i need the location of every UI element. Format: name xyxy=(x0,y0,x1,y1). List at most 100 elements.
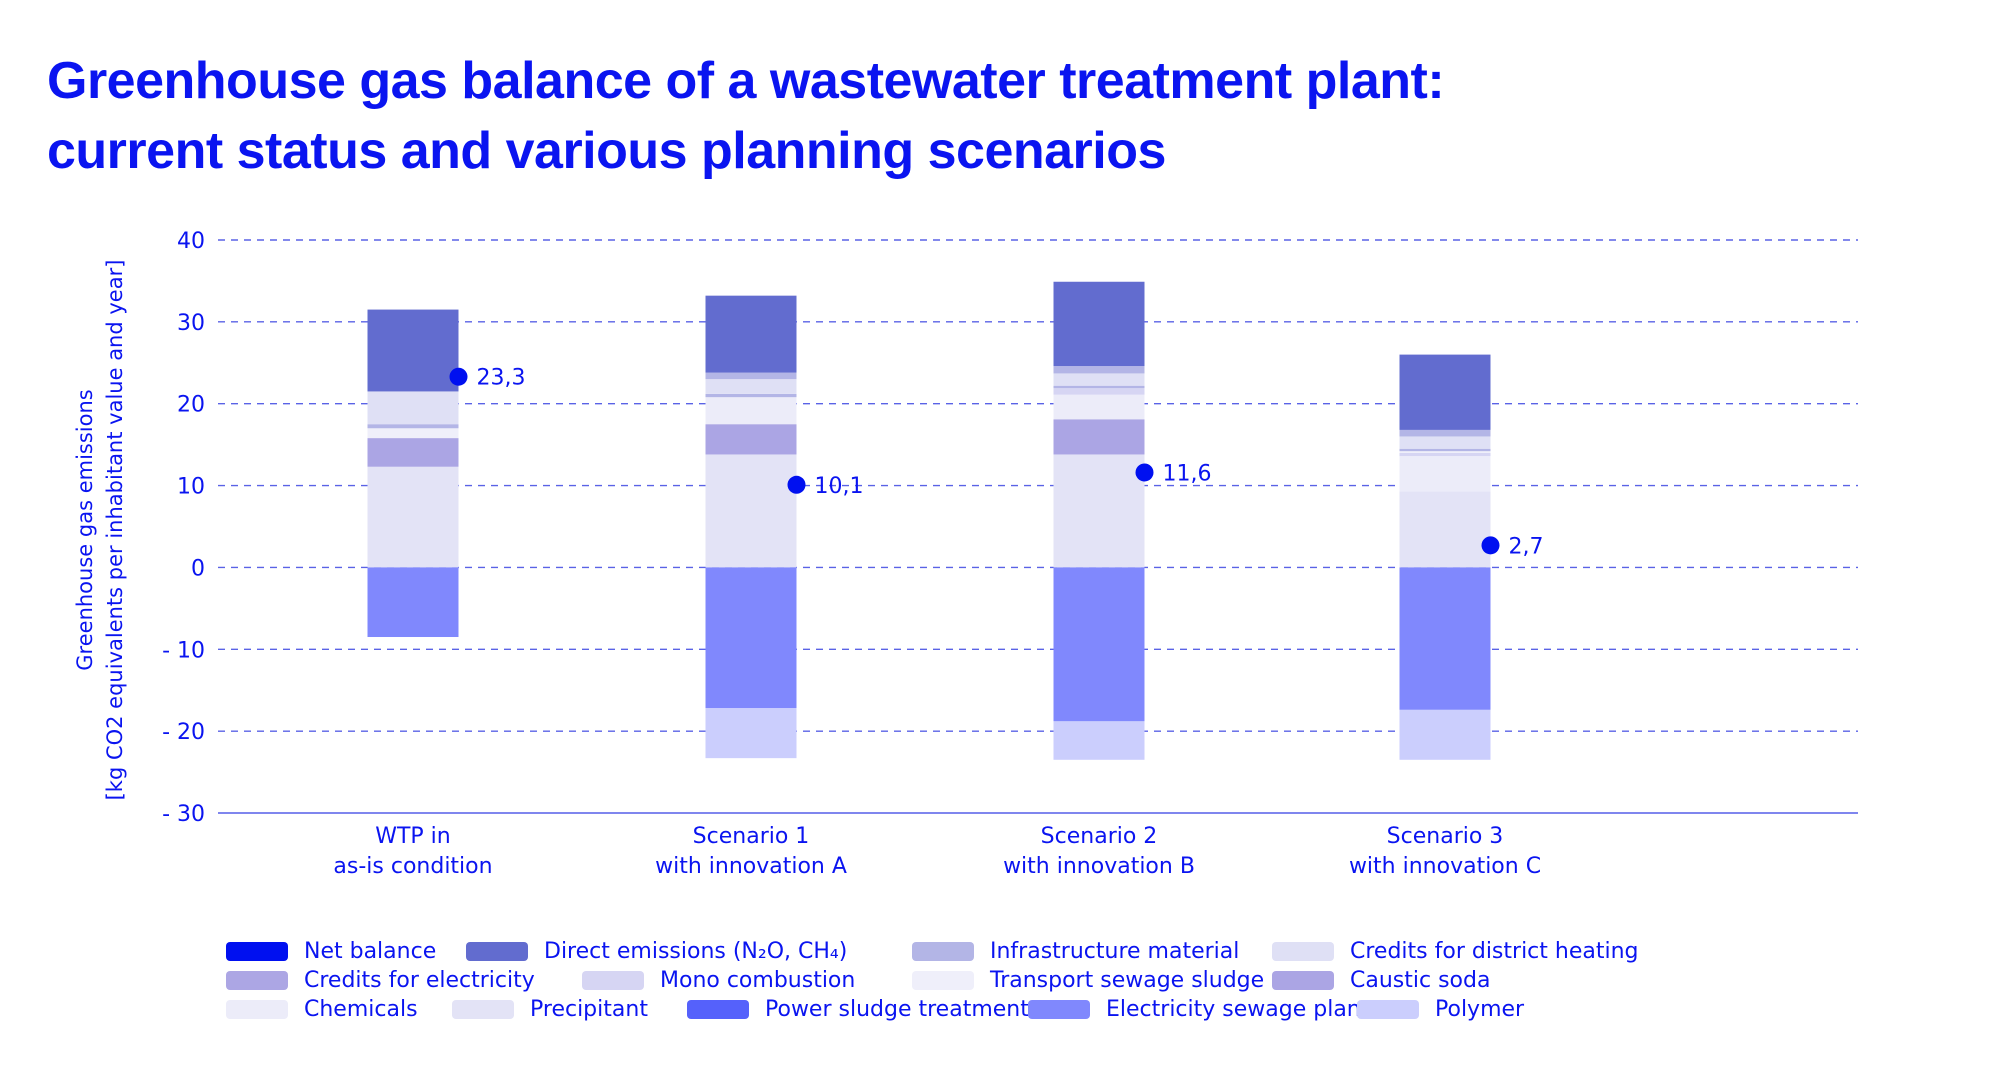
x-category-label-line-1: Scenario 2 xyxy=(1041,824,1158,849)
bar-segment xyxy=(705,567,797,709)
bar-segment xyxy=(705,708,797,759)
legend-swatch xyxy=(912,942,974,961)
net-balance-marker xyxy=(1135,463,1154,482)
bar-segment xyxy=(367,567,459,638)
bar-segment xyxy=(705,397,797,425)
bar-segment xyxy=(1053,394,1145,420)
y-axis-label: Greenhouse gas emissions [kg CO2 equival… xyxy=(73,260,127,801)
bar-segment xyxy=(1399,429,1491,437)
bar-segment xyxy=(705,393,797,398)
bar-stack xyxy=(1399,354,1491,760)
bar-segment xyxy=(1399,448,1491,452)
y-axis-ticks: 40 30 20 10 0 - 10 - 20 - 30 xyxy=(162,229,205,827)
bar-segment xyxy=(1399,456,1491,492)
legend-item: Caustic soda xyxy=(1272,968,1490,993)
bar-segment xyxy=(1399,451,1491,453)
legend-label: Credits for electricity xyxy=(304,968,535,993)
legend-label: Caustic soda xyxy=(1350,968,1491,993)
bar-segment xyxy=(705,454,797,568)
x-category-label-line-1: WTP in xyxy=(375,824,451,849)
net-balance-label: 23,3 xyxy=(477,366,526,391)
bar-segment xyxy=(1399,491,1491,568)
x-axis-categories: WTP in as-is condition Scenario 1 with inno… xyxy=(333,824,1541,879)
x-category-label-line-1: Scenario 3 xyxy=(1387,824,1504,849)
gridlines xyxy=(218,239,1858,814)
legend-label: Transport sewage sludge xyxy=(990,968,1265,993)
legend-swatch xyxy=(452,1000,514,1019)
chart-area: 40 30 20 10 0 - 10 - 20 - 30 Greenhouse gas emi… xyxy=(73,229,1858,879)
legend-row: Net balance Direct emissions (N₂O, CH₄) In… xyxy=(226,937,1726,966)
legend-label: Mono combustion xyxy=(660,968,856,993)
y-tick-label: - 30 xyxy=(162,802,205,827)
legend-swatch xyxy=(226,942,288,961)
legend-item: Transport sewage sludge xyxy=(912,968,1264,993)
bar-stack xyxy=(705,295,797,759)
y-tick-label: - 10 xyxy=(162,638,205,663)
chart-title: Greenhouse gas balance of a wastewater t… xyxy=(47,46,1445,186)
y-tick-label: 10 xyxy=(177,475,205,500)
bar-segment xyxy=(705,424,797,455)
bar-segment xyxy=(367,424,459,429)
bar-segment xyxy=(367,438,459,467)
legend-row: Credits for electricity Mono combustion Tr… xyxy=(226,966,1726,995)
legend-swatch xyxy=(1272,971,1334,990)
bar-stack xyxy=(367,309,459,638)
stacked-bars xyxy=(367,281,1491,760)
legend-label: Electricity sewage plant xyxy=(1106,997,1370,1022)
legend-item: Power sludge treatment xyxy=(687,997,1029,1022)
bar-segment xyxy=(1053,567,1145,722)
legend-label: Credits for district heating xyxy=(1350,939,1639,964)
legend-item: Credits for electricity xyxy=(226,968,535,993)
x-category-label-line-2: with innovation C xyxy=(1349,854,1541,879)
bar-segment xyxy=(1053,373,1145,386)
legend-label: Net balance xyxy=(304,939,437,964)
bar-segment xyxy=(367,428,459,439)
net-balance-marker xyxy=(449,367,468,386)
legend: Net balance Direct emissions (N₂O, CH₄) In… xyxy=(226,937,1726,1024)
y-axis-label-line-2: [kg CO2 equivalents per inhabitant value… xyxy=(103,260,127,801)
legend-item: Precipitant xyxy=(452,997,648,1022)
legend-label: Precipitant xyxy=(530,997,648,1022)
legend-label: Direct emissions (N₂O, CH₄) xyxy=(544,939,848,964)
net-balance-label: 10,1 xyxy=(815,474,864,499)
legend-item: Credits for district heating xyxy=(1272,939,1639,964)
legend-item: Mono combustion xyxy=(582,968,855,993)
bar-segment xyxy=(1053,388,1145,395)
net-balance-marker xyxy=(787,475,806,494)
bar-segment xyxy=(1053,366,1145,374)
bar-segment xyxy=(705,379,797,394)
bar-segment xyxy=(705,295,797,373)
bar-stack xyxy=(1053,281,1145,760)
legend-item: Infrastructure material xyxy=(912,939,1239,964)
y-tick-label: 0 xyxy=(191,556,205,581)
legend-label: Polymer xyxy=(1435,997,1525,1022)
y-tick-label: 40 xyxy=(177,229,205,254)
legend-item: Chemicals xyxy=(226,997,418,1022)
legend-item: Net balance xyxy=(226,939,436,964)
chart-title-line-2: current status and various planning scen… xyxy=(47,122,1166,180)
net-balance-markers: 23,3 10,1 11,6 2,7 xyxy=(449,366,1544,559)
legend-swatch xyxy=(1357,1000,1419,1019)
bar-segment xyxy=(367,391,459,425)
bar-segment xyxy=(1053,281,1145,367)
legend-swatch xyxy=(582,971,644,990)
chart-title-line-1: Greenhouse gas balance of a wastewater t… xyxy=(47,52,1445,110)
legend-label: Power sludge treatment xyxy=(765,997,1029,1022)
legend-swatch xyxy=(1272,942,1334,961)
net-balance-label: 11,6 xyxy=(1163,461,1212,486)
legend-swatch xyxy=(466,942,528,961)
y-tick-label: 30 xyxy=(177,311,205,336)
bar-segment xyxy=(1053,385,1145,389)
legend-swatch xyxy=(226,1000,288,1019)
legend-item: Polymer xyxy=(1357,997,1524,1022)
x-category-label-line-1: Scenario 1 xyxy=(693,824,810,849)
bar-segment xyxy=(1399,436,1491,449)
bar-segment xyxy=(1399,709,1491,760)
legend-swatch xyxy=(687,1000,749,1019)
bar-segment xyxy=(1399,452,1491,457)
bar-segment xyxy=(1053,419,1145,455)
bar-segment xyxy=(705,372,797,380)
legend-item: Electricity sewage plant xyxy=(1028,997,1369,1022)
legend-swatch xyxy=(912,971,974,990)
bar-segment xyxy=(367,309,459,392)
